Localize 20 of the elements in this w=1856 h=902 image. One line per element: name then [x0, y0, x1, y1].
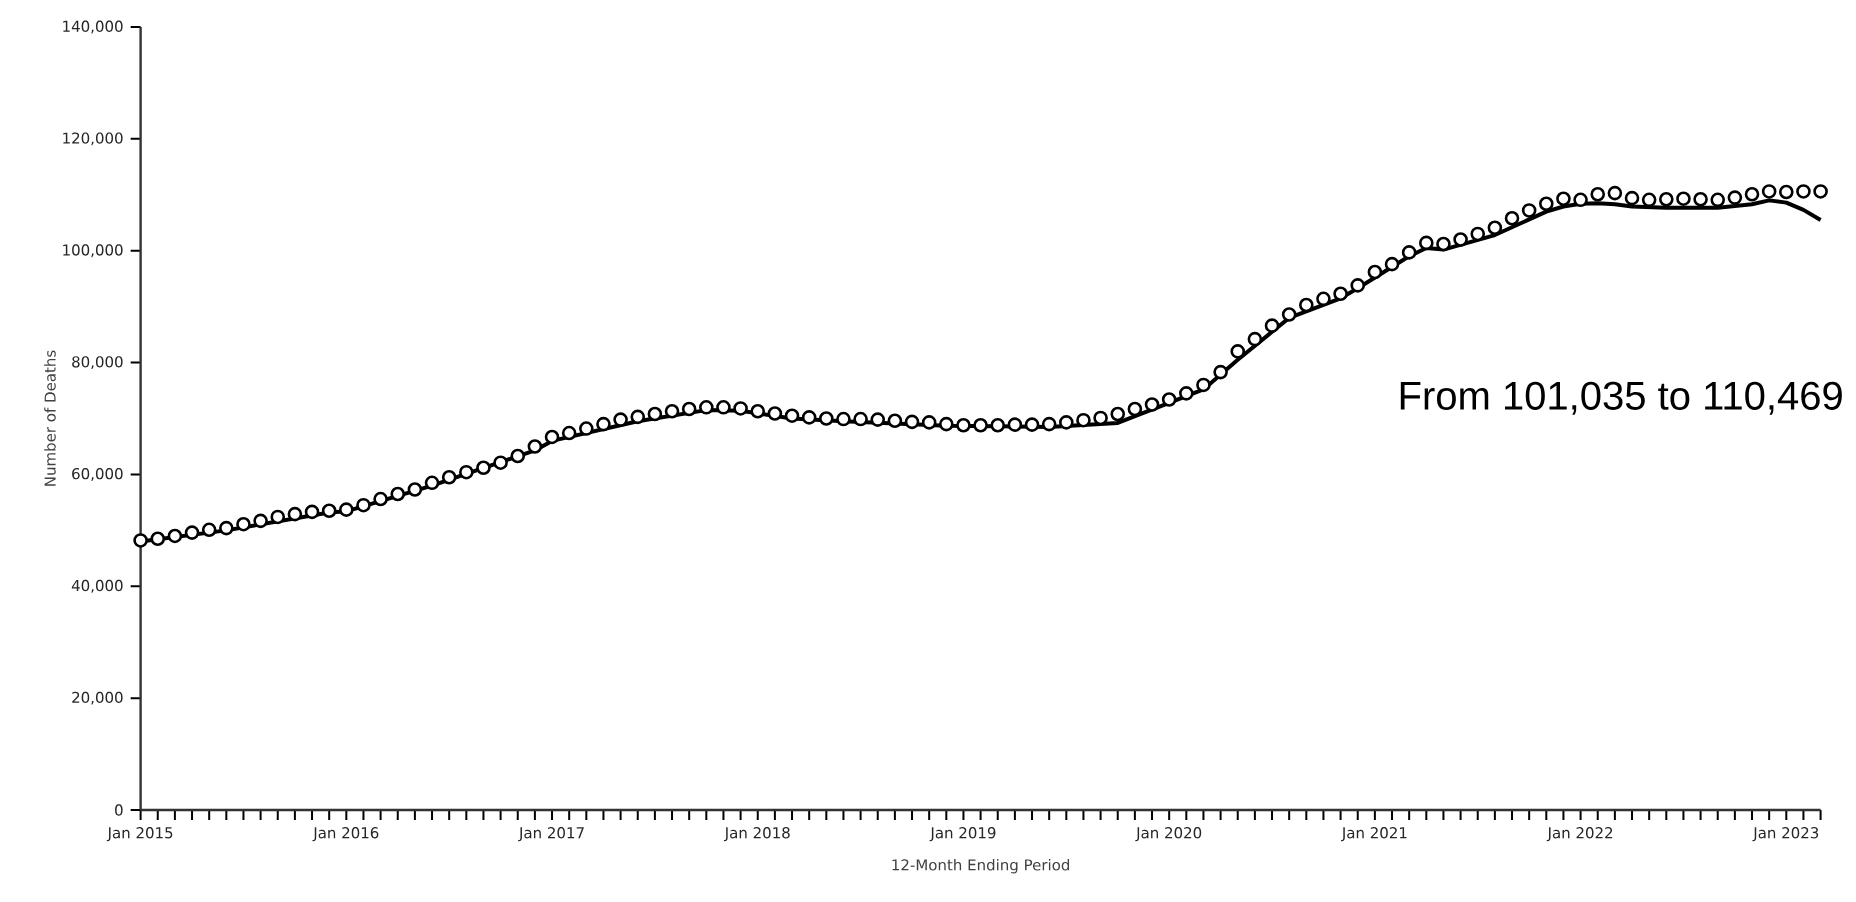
x-axis-title: 12-Month Ending Period: [892, 858, 1070, 874]
x-tick-label: Jan 2020: [1135, 827, 1202, 842]
y-tick-label: 80,000: [72, 356, 123, 370]
y-axis-title: Number of Deaths: [44, 350, 56, 486]
x-tick-label: Jan 2022: [1546, 827, 1613, 842]
x-tick-label: Jan 2023: [1752, 827, 1819, 842]
x-tick-label: Jan 2021: [1341, 827, 1407, 842]
y-tick-label: 60,000: [72, 467, 123, 481]
annotation: From 101,035 to 110,469: [1400, 381, 1842, 415]
x-tick-label: Jan 2017: [518, 827, 584, 842]
y-tick-label: 120,000: [63, 132, 123, 146]
y-tick-label: 100,000: [63, 244, 123, 258]
x-tick-label: Jan 2019: [929, 827, 996, 842]
x-tick-label: Jan 2015: [106, 827, 173, 842]
x-tick-label: Jan 2016: [312, 827, 379, 842]
x-tick-label: Jan 2018: [723, 827, 790, 842]
y-tick-label: 40,000: [71, 579, 123, 593]
y-tick-label: 0: [115, 804, 123, 816]
y-tick-label: 140,000: [63, 20, 123, 34]
y-tick-label: 20,000: [72, 691, 123, 705]
